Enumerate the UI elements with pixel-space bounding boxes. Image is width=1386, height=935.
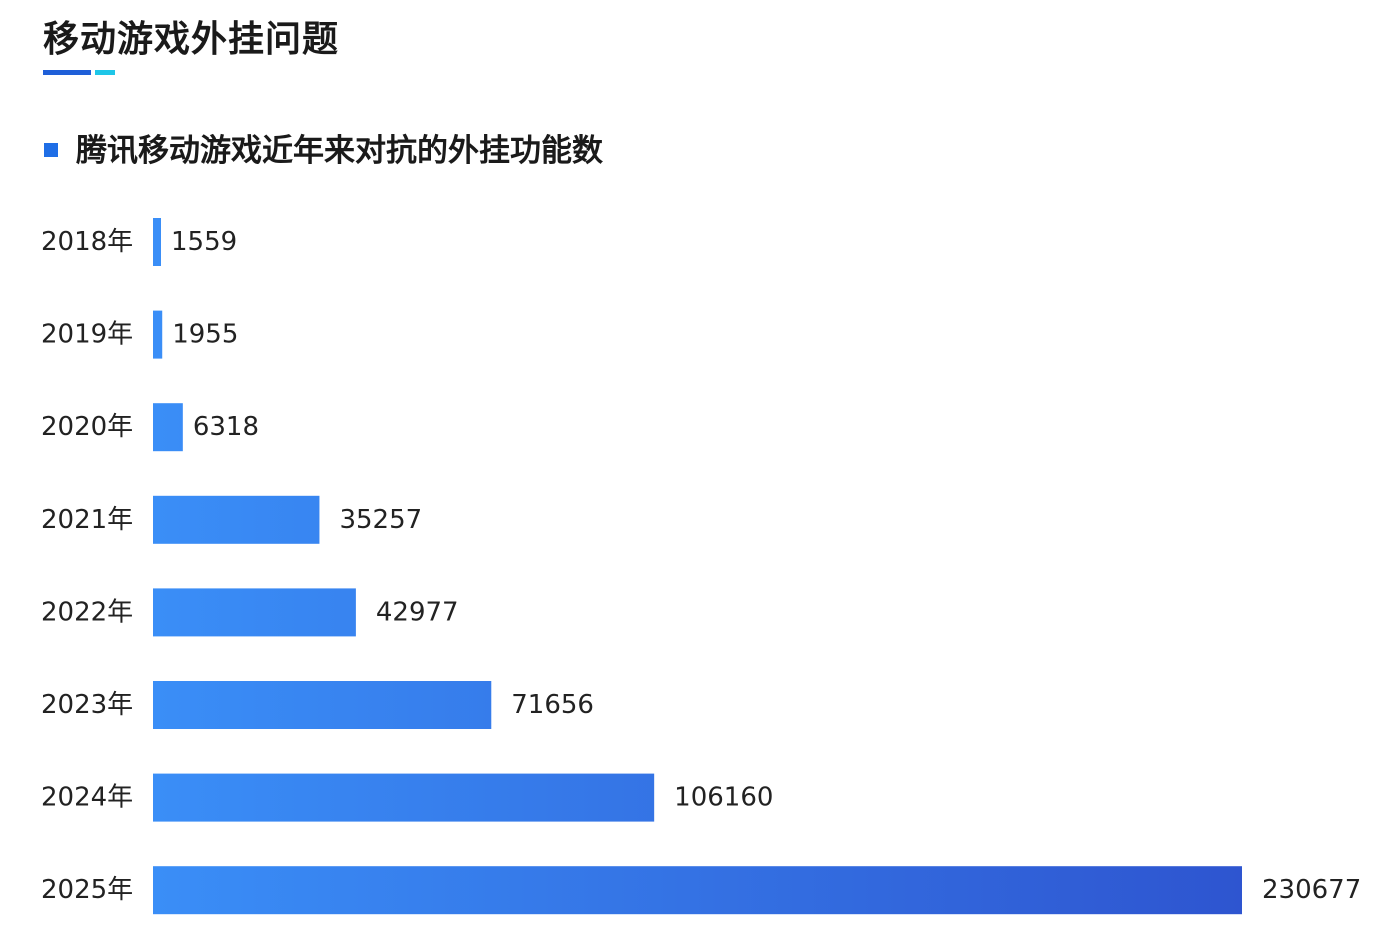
category-label: 2022年 [41, 597, 133, 627]
value-label: 35257 [339, 505, 422, 535]
bar [153, 403, 183, 452]
bar [153, 310, 163, 359]
page-title: 移动游戏外挂问题 [43, 19, 340, 60]
chart-title: 腾讯移动游戏近年来对抗的外挂功能数 [76, 133, 603, 169]
category-label: 2023年 [41, 690, 133, 720]
category-label: 2024年 [41, 783, 133, 813]
category-label: 2021年 [41, 505, 133, 535]
bars-layer: 2018年 1559 2019年 1955 2020年 6318 2021年 35257 202… [41, 218, 1361, 915]
bar [153, 681, 492, 729]
subtitle-square-icon [44, 143, 58, 157]
value-label: 106160 [674, 783, 773, 813]
bar [153, 866, 1242, 915]
bar [153, 588, 356, 637]
value-label: 1955 [172, 320, 238, 350]
category-label: 2019年 [41, 320, 133, 350]
value-label: 6318 [193, 412, 259, 442]
bar [153, 773, 655, 822]
title-underline-primary [43, 70, 91, 75]
value-label: 1559 [171, 227, 237, 257]
category-label: 2020年 [41, 412, 133, 442]
bar [153, 495, 320, 544]
value-label: 71656 [511, 690, 594, 720]
value-label: 42977 [376, 597, 459, 627]
value-label: 230677 [1262, 875, 1361, 905]
category-label: 2025年 [41, 875, 133, 905]
category-label: 2018年 [41, 227, 133, 257]
title-underline-accent [95, 70, 115, 75]
bar [153, 218, 161, 266]
